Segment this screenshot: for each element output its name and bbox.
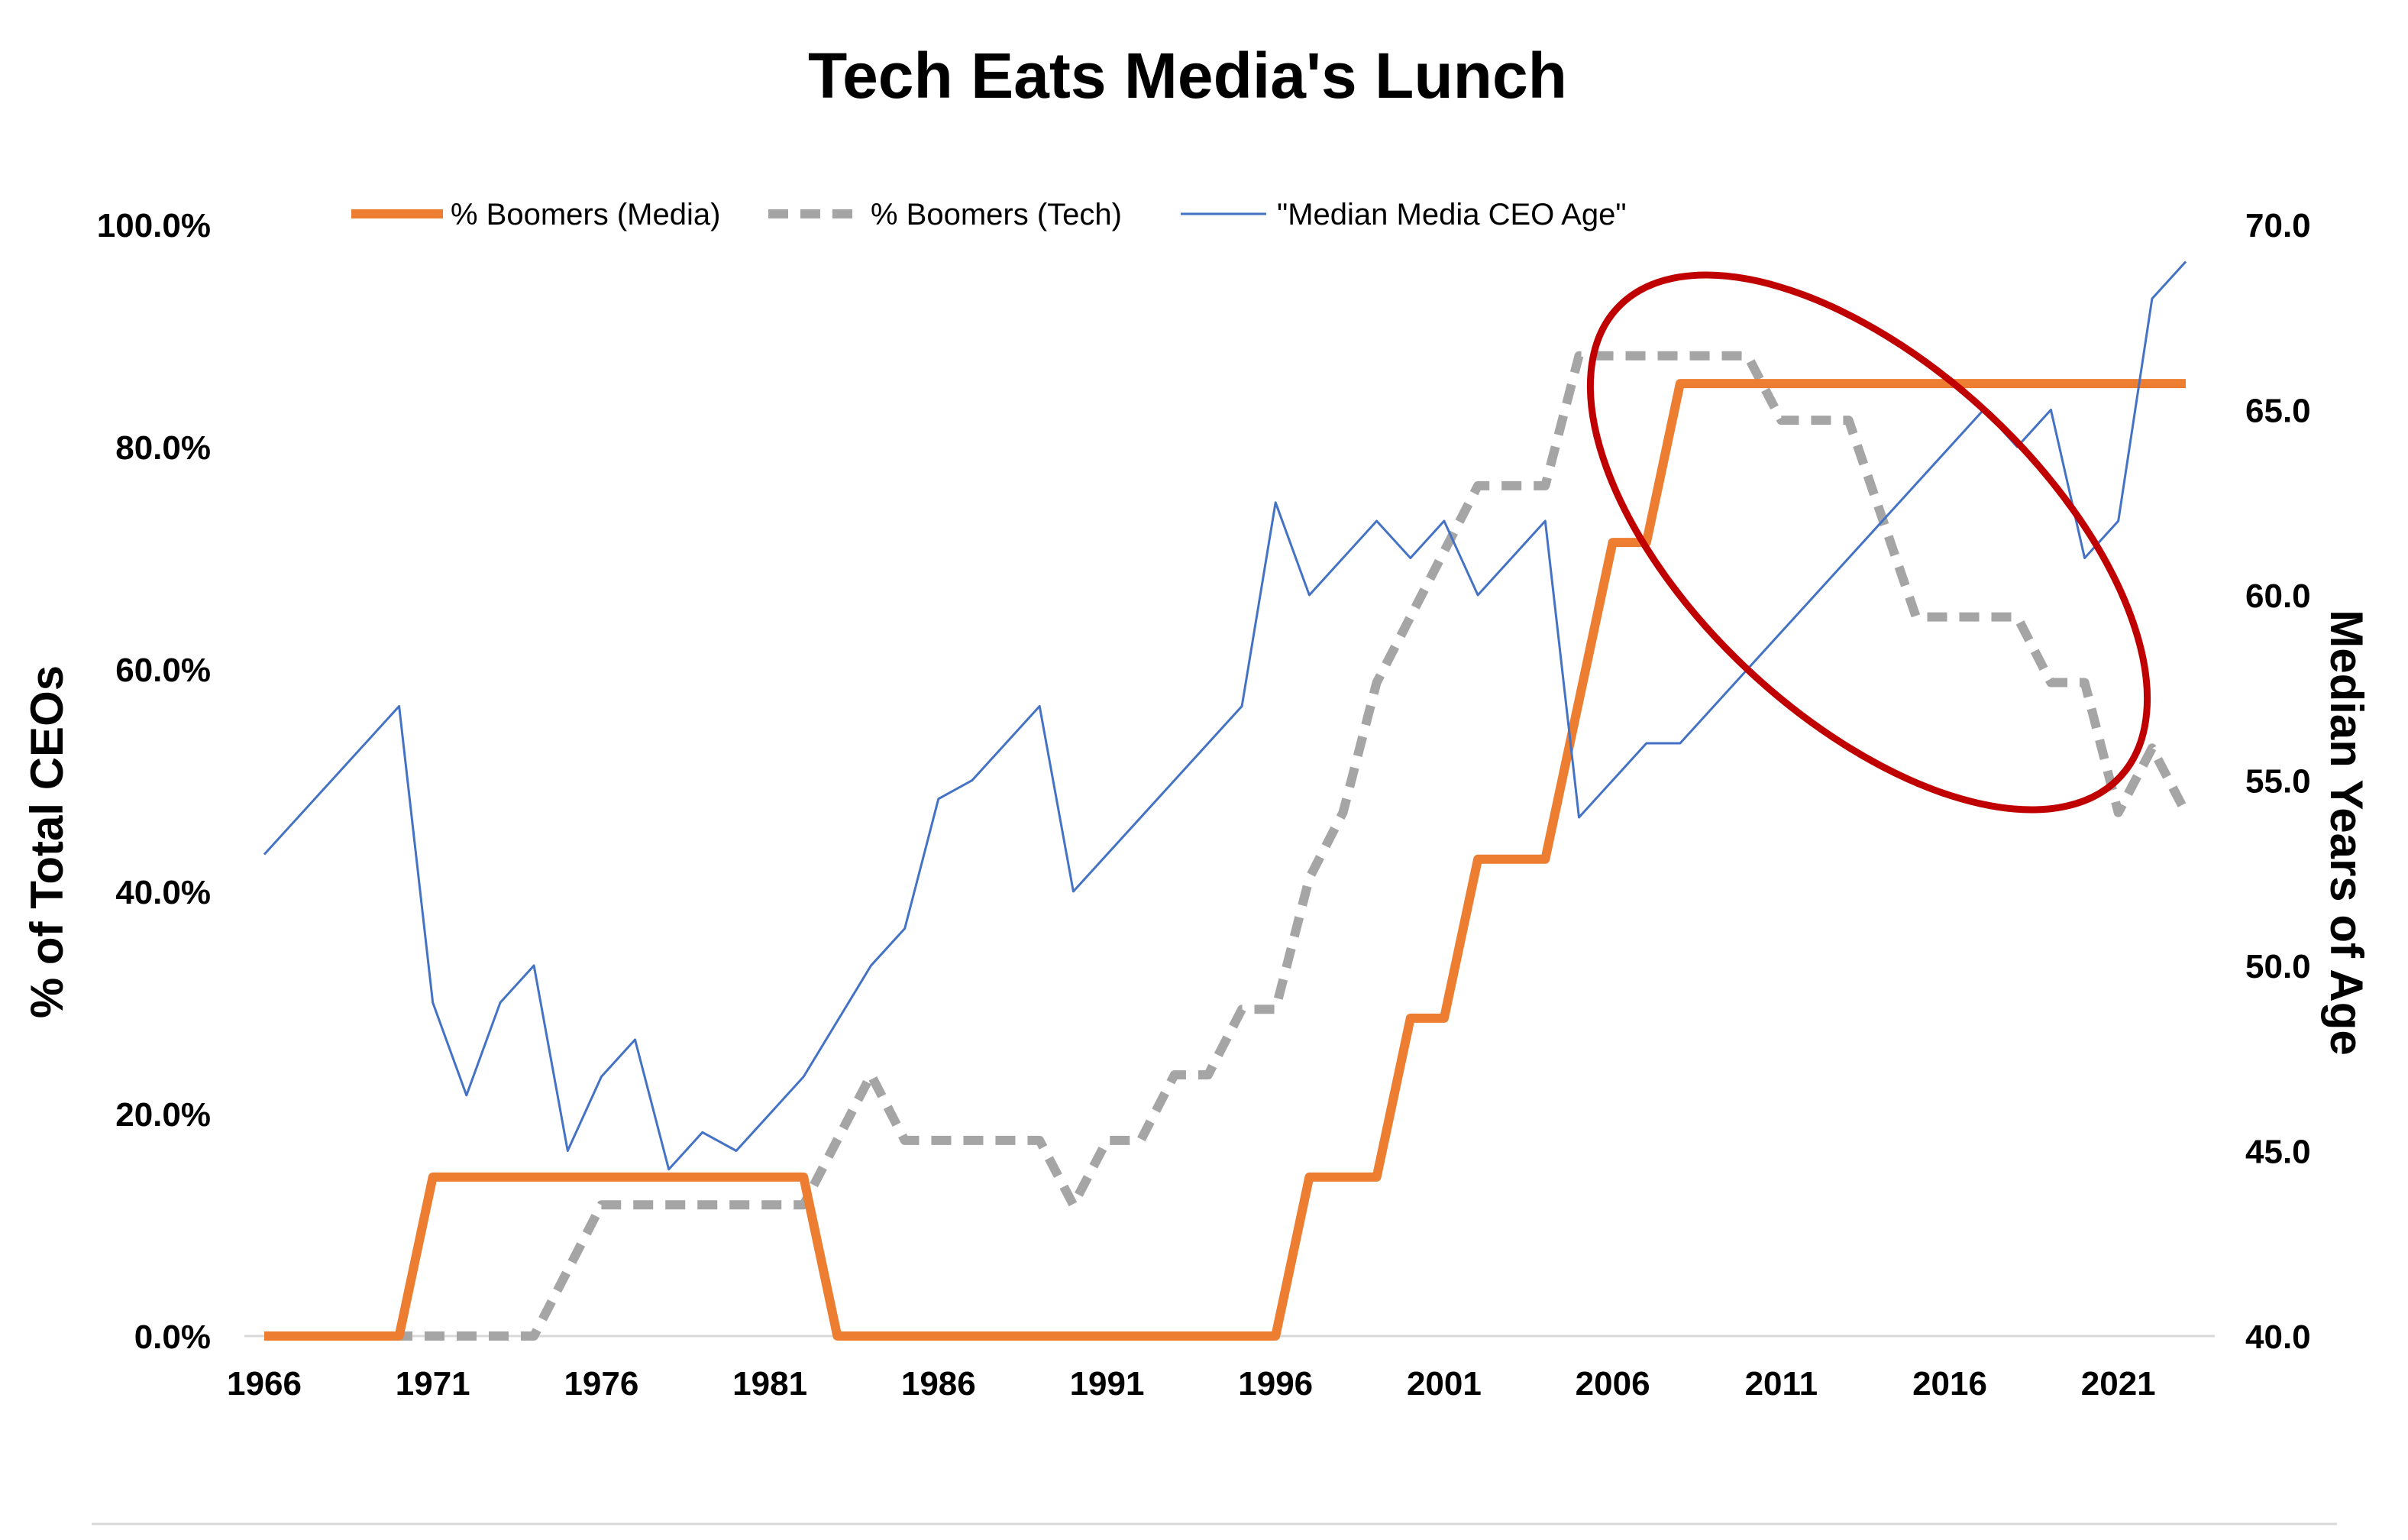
- y-right-axis-title: Median Years of Age: [2321, 610, 2372, 1056]
- chart-title: Tech Eats Media's Lunch: [808, 40, 1567, 112]
- legend-item-age: "Median Media CEO Age": [1181, 198, 1627, 231]
- y-left-axis-title: % of Total CEOs: [21, 665, 73, 1018]
- y-left-tick-label: 0.0%: [134, 1318, 211, 1356]
- x-tick-label: 1981: [732, 1365, 807, 1402]
- y-left-tick-label: 100.0%: [97, 207, 211, 244]
- y-right-tick-label: 65.0: [2245, 393, 2311, 430]
- highlight-ellipse: [1586, 271, 2151, 814]
- y-right-tick-label: 70.0: [2245, 207, 2311, 244]
- legend-label-media: % Boomers (Media): [451, 198, 720, 231]
- x-tick-label: 2001: [1407, 1365, 1482, 1402]
- series-line-boomers-tech: [264, 351, 2190, 1341]
- y-left-tick-label: 20.0%: [115, 1096, 211, 1134]
- series-line-boomers-media: [264, 379, 2186, 1341]
- legend-item-tech: % Boomers (Tech): [768, 198, 1122, 231]
- x-tick-label: 1971: [396, 1365, 470, 1402]
- x-tick-label: 1986: [901, 1365, 976, 1402]
- y-right-ticks: 40.0 45.0 50.0 55.0 60.0 65.0 70.0: [2245, 207, 2311, 1356]
- y-right-tick-label: 55.0: [2245, 763, 2311, 801]
- y-right-tick-label: 50.0: [2245, 948, 2311, 985]
- legend: % Boomers (Media) % Boomers (Tech) "Medi…: [351, 198, 1627, 231]
- x-tick-label: 1966: [227, 1365, 302, 1402]
- y-right-tick-label: 45.0: [2245, 1134, 2311, 1171]
- x-ticks: 1966 1971 1976 1981 1986 1991 1996 2001 2006 2011…: [227, 1365, 2156, 1402]
- x-tick-label: 2016: [1912, 1365, 1987, 1402]
- legend-item-media: % Boomers (Media): [351, 198, 720, 231]
- x-tick-label: 2021: [2081, 1365, 2156, 1402]
- x-tick-label: 1976: [564, 1365, 638, 1402]
- y-right-tick-label: 60.0: [2245, 578, 2311, 615]
- legend-label-age: "Median Media CEO Age": [1277, 198, 1627, 231]
- y-left-ticks: 0.0% 20.0% 40.0% 60.0% 80.0% 100.0%: [97, 207, 211, 1356]
- x-tick-label: 1996: [1238, 1365, 1313, 1402]
- legend-label-tech: % Boomers (Tech): [871, 198, 1122, 231]
- x-tick-label: 2011: [1745, 1365, 1818, 1402]
- y-left-tick-label: 40.0%: [115, 874, 211, 911]
- y-left-tick-label: 80.0%: [115, 429, 211, 467]
- x-tick-label: 1991: [1070, 1365, 1145, 1402]
- y-right-tick-label: 40.0: [2245, 1318, 2311, 1356]
- y-left-tick-label: 60.0%: [115, 652, 211, 689]
- x-tick-label: 2006: [1576, 1365, 1650, 1402]
